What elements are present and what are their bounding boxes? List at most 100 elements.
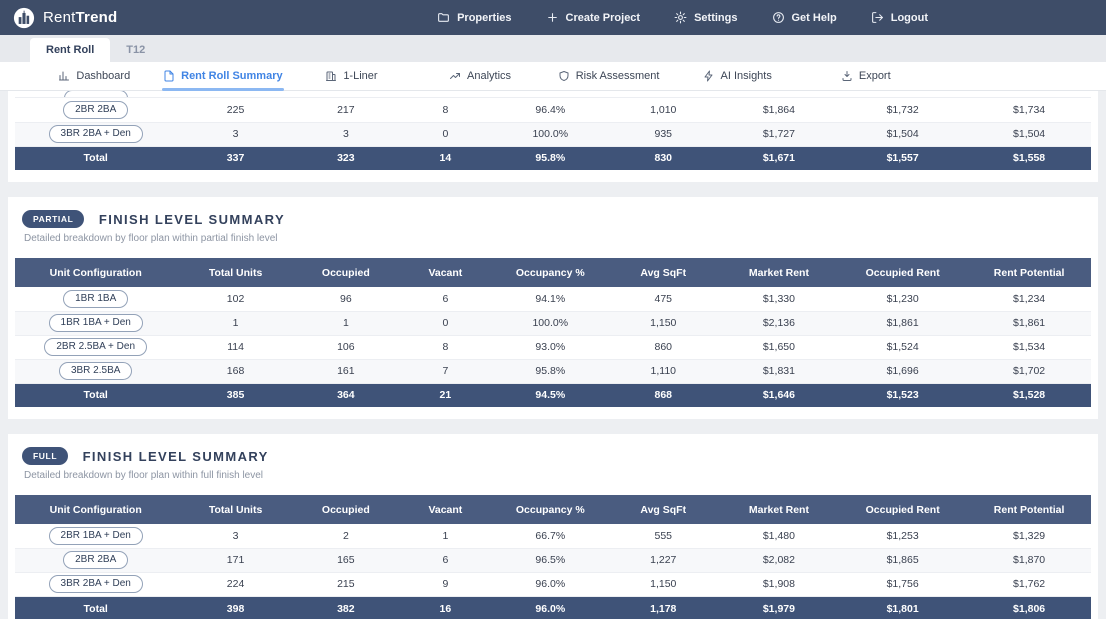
- table-row: 2BR 2BA 225 217 8 96.4% 1,010 $1,864 $1,732 $1,7…: [15, 98, 1091, 123]
- total-data-cell: $1,671: [719, 146, 839, 170]
- data-cell: 95.8%: [493, 359, 607, 384]
- table-row: 2BR 1BA + Den 3 2 1 66.7% 555 $1,480 $1,253 $1,3…: [15, 524, 1091, 549]
- total-data-cell: 14: [396, 146, 494, 170]
- column-header: Total Units: [176, 258, 295, 288]
- unit-config-pill-clipped: [63, 91, 128, 97]
- logout-icon: [871, 12, 883, 23]
- data-cell: $1,504: [838, 122, 968, 147]
- unit-config-pill: 3BR 2BA + Den: [48, 575, 143, 594]
- nav-logout[interactable]: Logout: [871, 11, 928, 24]
- brand-name: RentTrend: [43, 9, 118, 26]
- subnav-dashboard[interactable]: Dashboard: [30, 62, 159, 90]
- data-cell: 475: [606, 287, 720, 312]
- data-cell: 3: [176, 122, 295, 147]
- data-cell: $1,253: [838, 524, 968, 549]
- zap-icon: [704, 70, 712, 82]
- data-cell: 93.0%: [493, 335, 607, 360]
- column-header: Unit Configuration: [15, 495, 177, 525]
- data-cell: $1,865: [838, 548, 968, 573]
- data-cell: 0: [396, 122, 494, 147]
- total-data-cell: 94.5%: [493, 383, 607, 408]
- column-header: Rent Potential: [967, 258, 1091, 288]
- unit-config-pill: 2BR 2BA: [63, 100, 129, 119]
- tab-rent-roll[interactable]: Rent Roll: [30, 38, 111, 62]
- section-title: FINISH LEVEL SUMMARY: [82, 448, 269, 464]
- unit-config-cell: 2BR 1BA + Den: [15, 524, 177, 549]
- app-logo[interactable]: RentTrend: [13, 7, 117, 29]
- unit-config-pill: 2BR 2.5BA + Den: [44, 338, 148, 357]
- nav-settings[interactable]: Settings: [674, 11, 738, 24]
- subnav-rent-roll-summary[interactable]: Rent Roll Summary: [159, 62, 288, 91]
- column-header: Market Rent: [719, 495, 839, 525]
- data-cell: 106: [294, 335, 397, 360]
- column-header: Total Units: [176, 495, 295, 525]
- data-cell: 96.4%: [493, 98, 607, 123]
- subnav-risk-assessment[interactable]: Risk Assessment: [544, 62, 673, 90]
- section-divider: [8, 182, 1098, 197]
- document-tab-bar: Rent Roll T12: [0, 35, 1106, 62]
- main-content: 2BR 2BA 225 217 8 96.4% 1,010 $1,864 $1,732 $1,7…: [0, 91, 1106, 619]
- subnav-dashboard-label: Dashboard: [76, 70, 131, 82]
- subnav-analytics[interactable]: Analytics: [416, 62, 545, 90]
- subnav-rent-roll-summary-label: Rent Roll Summary: [181, 70, 283, 82]
- data-cell: 225: [176, 98, 295, 123]
- gear-icon: [674, 11, 687, 24]
- data-cell: 114: [176, 335, 295, 360]
- subnav-risk-assessment-label: Risk Assessment: [575, 70, 660, 82]
- total-data-cell: $1,806: [967, 596, 1091, 619]
- nav-properties[interactable]: Properties: [437, 11, 512, 24]
- unit-config-pill: 1BR 1BA: [63, 289, 129, 308]
- column-header: Occupancy %: [493, 258, 607, 288]
- total-row: Total 337 323 14 95.8% 830 $1,671 $1,557 $1,558: [15, 146, 1091, 170]
- unit-config-pill: 1BR 1BA + Den: [48, 314, 143, 333]
- total-data-cell: 323: [294, 146, 397, 170]
- section-header: FULL FINISH LEVEL SUMMARY Detailed break…: [8, 434, 1098, 481]
- data-cell: 1,150: [606, 311, 720, 336]
- data-cell: $1,702: [967, 359, 1091, 384]
- subnav-1-liner[interactable]: 1-Liner: [287, 62, 416, 90]
- data-cell: $1,762: [967, 572, 1091, 597]
- tab-t12[interactable]: T12: [126, 44, 146, 56]
- full-badge: FULL: [22, 447, 69, 466]
- shield-icon: [559, 71, 569, 81]
- bar-chart-icon: [59, 71, 70, 81]
- data-cell: 100.0%: [493, 311, 607, 336]
- table-row: 2BR 2.5BA + Den 114 106 8 93.0% 860 $1,650 $1,5…: [15, 335, 1091, 360]
- data-cell: 224: [176, 572, 295, 597]
- data-cell: $1,861: [838, 311, 968, 336]
- total-label-cell: Total: [15, 383, 177, 408]
- subnav-export[interactable]: Export: [801, 62, 930, 90]
- buildings-logo-icon: [13, 7, 35, 28]
- data-cell: 94.1%: [493, 287, 607, 312]
- data-cell: 9: [396, 572, 494, 597]
- data-cell: 6: [396, 287, 494, 312]
- nav-create-project[interactable]: Create Project: [546, 11, 640, 24]
- total-data-cell: 398: [176, 596, 295, 619]
- data-cell: 860: [606, 335, 720, 360]
- data-cell: 2: [294, 524, 397, 549]
- nav-get-help[interactable]: Get Help: [772, 11, 837, 24]
- subnav-ai-insights[interactable]: AI Insights: [673, 62, 802, 90]
- column-header: Vacant: [396, 495, 494, 525]
- data-cell: 165: [294, 548, 397, 573]
- data-cell: $1,861: [967, 311, 1091, 336]
- data-cell: 3: [294, 122, 397, 147]
- table-header-row: Unit Configuration Total Units Occupied Vac…: [15, 258, 1091, 288]
- table-container: Unit Configuration Total Units Occupied Vac…: [8, 258, 1098, 419]
- data-cell: 171: [176, 548, 295, 573]
- total-label-cell: Total: [15, 596, 177, 619]
- data-cell: 935: [606, 122, 720, 147]
- total-data-cell: $1,558: [967, 146, 1091, 170]
- clipped-table-row: [15, 91, 1091, 98]
- section-divider: [8, 419, 1098, 434]
- column-header: Occupied: [294, 495, 397, 525]
- unit-config-cell: 2BR 2BA: [15, 98, 177, 123]
- data-cell: 1: [294, 311, 397, 336]
- unit-config-cell: 2BR 2.5BA + Den: [15, 335, 177, 360]
- data-cell: $1,650: [719, 335, 839, 360]
- data-cell: 8: [396, 98, 494, 123]
- data-cell: 1: [396, 524, 494, 549]
- total-data-cell: 21: [396, 383, 494, 408]
- subnav-ai-insights-label: AI Insights: [720, 70, 772, 82]
- unit-config-pill: 2BR 1BA + Den: [48, 527, 143, 546]
